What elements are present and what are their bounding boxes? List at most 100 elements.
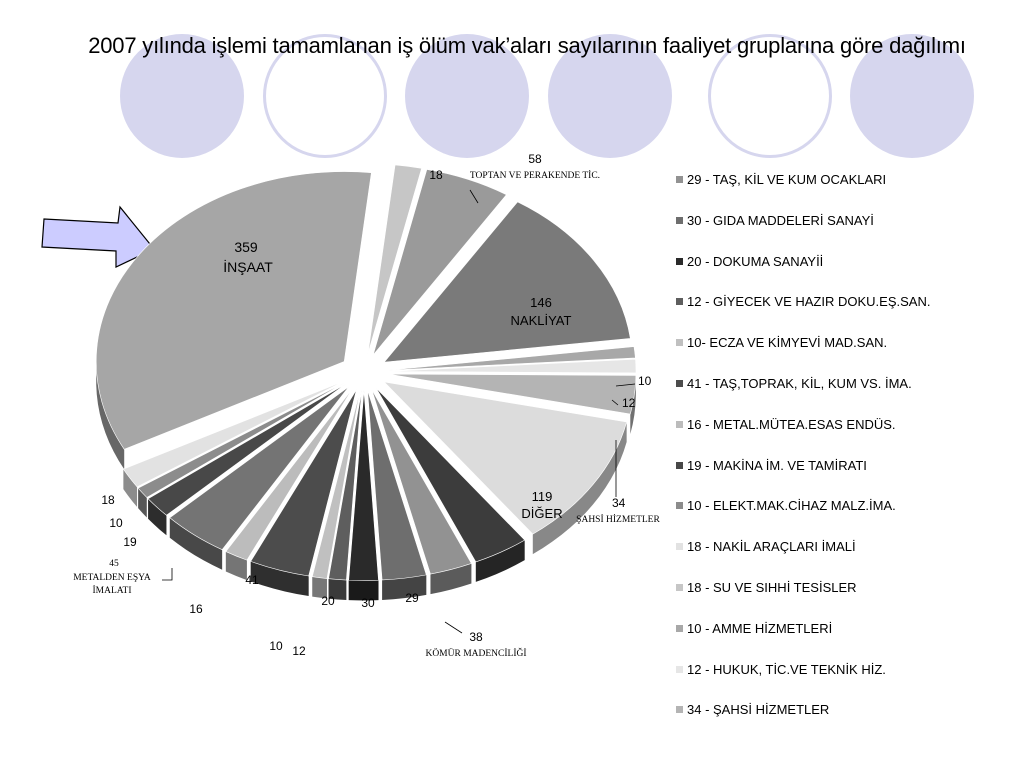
legend-label: 34 - ŞAHSİ HİZMETLER (687, 702, 830, 718)
legend-item: 10- ECZA VE KİMYEVİ MAD.SAN. (676, 335, 1016, 376)
legend-label: 10 - ELEKT.MAK.CİHAZ MALZ.İMA. (687, 498, 896, 514)
slice-value-label: 58 (528, 152, 542, 166)
leader-line (611, 399, 619, 406)
pie-slice (137, 382, 345, 498)
legend-swatch (676, 176, 683, 183)
decorative-circle (850, 34, 974, 158)
legend-swatch (676, 543, 683, 551)
slice-value-label: 10 (109, 516, 123, 530)
slice-category-label: KÖMÜR MADENCİLİĞİ (425, 647, 526, 659)
slice-category-label: NAKLİYAT (511, 313, 572, 328)
pie-slice-side (312, 576, 327, 599)
slice-category-label: DİĞER (521, 506, 562, 521)
pie-slice-side (225, 551, 247, 581)
legend-label: 30 - GIDA MADDELERİ SANAYİ (687, 212, 874, 228)
legend-item: 29 - TAŞ, KİL VE KUM OCAKLARI (676, 172, 1016, 213)
slice-value-label: 41 (245, 573, 259, 587)
slice-value-label: 12 (292, 644, 306, 658)
slice-category-label: ŞAHSİ HİZMETLER (576, 513, 660, 525)
pie-slice-side (532, 421, 627, 555)
pie-slice (122, 381, 344, 488)
slice-category-label: İNŞAAT (223, 258, 273, 275)
pie-slice-side (96, 364, 125, 470)
legend-label: 10 - AMME HİZMETLERİ (687, 620, 833, 636)
decorative-circle (120, 34, 244, 158)
slice-value-label: 34 (612, 496, 626, 510)
legend-label: 41 - TAŞ,TOPRAK, KİL, KUM VS. İMA. (687, 375, 912, 391)
pie-slice (169, 386, 350, 551)
pie-slice-side (630, 375, 636, 435)
slice-category-label: METALDEN EŞYA (73, 573, 151, 583)
slice-value-label: 16 (189, 602, 203, 616)
pie-slice-side (169, 517, 223, 570)
legend-item: 12 - HUKUK, TİC.VE TEKNİK HİZ. (676, 662, 1016, 703)
slice-value-label: 12 (622, 396, 636, 410)
legend-label: 19 - MAKİNA İM. VE TAMİRATI (687, 457, 867, 473)
pie-slice (371, 389, 472, 575)
legend-item: 34 - ŞAHSİ HİZMETLER (676, 702, 1016, 743)
decorative-circle (405, 34, 529, 158)
pie-slice (328, 390, 362, 581)
leader-line (444, 621, 463, 634)
decorative-ring (263, 34, 387, 158)
legend-swatch (676, 583, 683, 591)
legend-item: 18 - SU VE SIHHİ TESİSLER (676, 580, 1016, 621)
chart-title: 2007 yılında işlemi tamamlanan iş ölüm v… (88, 33, 966, 58)
slice-category-label: TOPTAN VE PERAKENDE TİC. (470, 169, 600, 181)
slice-value-label: 359 (234, 239, 258, 255)
legend-item: 10 - AMME HİZMETLERİ (676, 621, 1016, 662)
legend-label: 12 - HUKUK, TİC.VE TEKNİK HİZ. (687, 661, 886, 677)
legend-item: 18 - NAKİL ARAÇLARI İMALİ (676, 539, 1016, 580)
slice-value-label: 146 (530, 295, 552, 310)
legend-item: 10 - ELEKT.MAK.CİHAZ MALZ.İMA. (676, 498, 1016, 539)
legend-label: 18 - SU VE SIHHİ TESİSLER (687, 579, 857, 595)
pointer-arrow-icon (41, 205, 155, 268)
slice-value-label: 38 (469, 630, 483, 644)
slice-value-label: 45 (109, 559, 119, 569)
legend-swatch (676, 665, 683, 673)
slice-value-label: 10 (638, 374, 652, 388)
legend-swatch (676, 502, 683, 510)
pie-slice (383, 381, 628, 535)
pie-slice (367, 164, 422, 354)
pie-slice (367, 390, 427, 581)
legend-swatch (676, 216, 683, 224)
pie-slice-side (382, 574, 427, 600)
slice-value-label: 18 (101, 493, 115, 507)
pie-slice-side (148, 498, 167, 536)
slice-value-label: 119 (532, 489, 553, 504)
pie-slice (311, 390, 361, 579)
pie-slice (387, 346, 636, 371)
pie-slice (375, 387, 526, 563)
leader-line (162, 568, 173, 581)
pie-slice-side (348, 580, 379, 601)
legend-item: 30 - GIDA MADDELERİ SANAYİ (676, 213, 1016, 254)
chart-legend: 29 - TAŞ, KİL VE KUM OCAKLARI 30 - GIDA M… (676, 172, 1016, 743)
decorative-ring (708, 34, 832, 158)
pie-slice (95, 171, 372, 450)
legend-label: 16 - METAL.MÜTEA.ESAS ENDÜS. (687, 416, 896, 432)
slice-value-label: 29 (405, 591, 419, 605)
pie-slice (387, 358, 637, 374)
slice-value-label: 19 (123, 535, 137, 549)
pie-slice-side (328, 578, 347, 601)
legend-swatch (676, 420, 683, 428)
legend-item: 16 - METAL.MÜTEA.ESAS ENDÜS. (676, 417, 1016, 458)
slice-category-label: İMALATI (92, 584, 131, 596)
slice-value-label: 10 (269, 639, 283, 653)
legend-swatch (676, 624, 683, 632)
legend-item: 19 - MAKİNA İM. VE TAMİRATI (676, 458, 1016, 499)
pie-slice (250, 389, 357, 577)
legend-swatch (676, 298, 683, 306)
legend-swatch (676, 461, 683, 469)
leader-line (469, 189, 479, 204)
legend-label: 20 - DOKUMA SANAYİİ (687, 253, 824, 269)
legend-label: 10- ECZA VE KİMYEVİ MAD.SAN. (687, 335, 888, 351)
slice-value-label: 20 (321, 594, 335, 608)
legend-swatch (676, 379, 683, 387)
pie-slice (147, 383, 346, 516)
slice-value-label: 18 (429, 168, 443, 182)
pie-slice (225, 388, 353, 561)
legend-label: 29 - TAŞ, KİL VE KUM OCAKLARI (687, 172, 887, 187)
pie-slice (348, 390, 379, 581)
